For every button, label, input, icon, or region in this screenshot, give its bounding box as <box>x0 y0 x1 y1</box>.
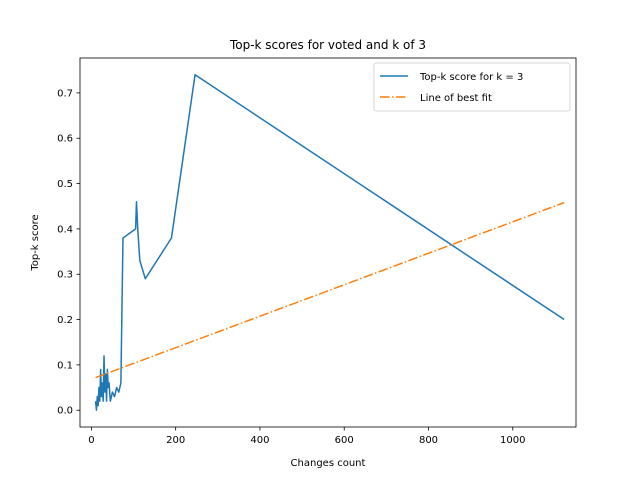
y-axis-label: Top-k score <box>30 214 41 271</box>
y-tick-label: 0.5 <box>57 179 73 190</box>
x-tick-label: 800 <box>419 435 438 446</box>
y-tick-label: 0.1 <box>57 360 73 371</box>
x-tick-label: 400 <box>250 435 269 446</box>
y-axis-ticks: 0.0 0.1 0.2 0.3 0.4 0.5 0.6 0.7 <box>57 88 80 417</box>
series-line-topk-score <box>94 74 565 411</box>
legend: Top-k score for k = 3 Line of best fit <box>373 62 571 112</box>
y-tick-label: 0.3 <box>57 270 73 281</box>
x-tick-label: 600 <box>335 435 354 446</box>
x-tick-label: 0 <box>88 435 94 446</box>
series-line-best-fit <box>95 201 565 379</box>
y-tick-label: 0.6 <box>57 134 73 145</box>
series-layer <box>94 74 565 411</box>
y-tick-label: 0.4 <box>57 224 73 235</box>
y-tick-label: 0.0 <box>57 406 73 417</box>
axes-frame <box>79 57 577 428</box>
y-tick-label: 0.2 <box>57 315 73 326</box>
x-axis-label: Changes count <box>291 458 366 469</box>
legend-entry: Line of best fit <box>420 93 492 104</box>
x-tick-label: 1000 <box>500 435 525 446</box>
legend-entry: Top-k score for k = 3 <box>419 72 523 83</box>
x-tick-label: 200 <box>166 435 185 446</box>
chart-title: Top-k scores for voted and k of 3 <box>229 38 426 52</box>
legend-box <box>373 62 571 112</box>
y-tick-label: 0.7 <box>57 88 73 99</box>
x-axis-ticks: 0 200 400 600 800 1000 <box>88 427 526 446</box>
